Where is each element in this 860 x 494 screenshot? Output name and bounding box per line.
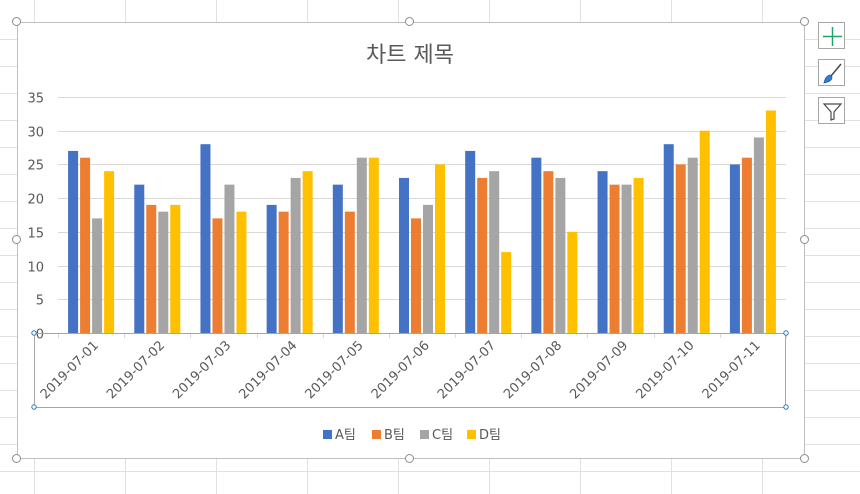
bar [597,171,608,333]
bar [236,211,247,333]
chart-styles-button[interactable] [818,59,845,86]
bar [435,164,445,333]
bar [170,204,181,333]
x-tick-label: 2019-07-03 [170,338,234,402]
resize-handle-top-right[interactable] [800,17,809,26]
bar [146,204,157,333]
bar [555,177,566,333]
x-tick-label: 2019-07-04 [236,338,300,402]
bar [753,137,764,333]
chart-filters-button[interactable] [818,97,845,124]
bar [344,211,355,333]
bar [224,184,235,333]
x-tick-label: 2019-07-07 [435,338,499,402]
x-tick-label: 2019-07-10 [634,338,698,402]
axis-selection-handle [783,330,789,336]
y-tick-label: 15 [27,227,44,242]
y-tick-label: 30 [27,126,44,141]
resize-handle-right[interactable] [800,235,809,244]
bar [675,164,686,333]
x-tick-label: 2019-07-06 [369,338,433,402]
bar [332,184,343,333]
bar [465,150,476,333]
bar [399,177,409,333]
y-tick-label: 10 [27,261,44,276]
filter-icon [822,103,843,121]
bar [212,218,223,333]
legend-label: B팀 [384,428,405,443]
bar [621,184,632,333]
bar [501,252,512,333]
bar [423,204,433,333]
x-tick-label: 2019-07-08 [501,338,565,402]
legend-label: C팀 [432,428,453,443]
bar [567,231,578,333]
bar [200,144,211,333]
legend: A팀 B팀 C팀 D팀 [323,428,501,443]
bar [368,157,379,333]
bar [92,218,103,333]
chart-title: 차트 제목 [366,43,454,68]
bar [765,110,776,333]
legend-swatch [467,430,476,439]
legend-swatch [323,430,332,439]
x-tick-label: 2019-07-11 [700,338,764,402]
brush-icon [823,63,842,84]
bar [543,171,554,333]
resize-handle-top[interactable] [405,17,414,26]
resize-handle-bottom[interactable] [405,454,414,463]
y-tick-label: 5 [36,294,44,309]
x-tick-label: 2019-07-01 [38,338,102,402]
axis-selection-handle [31,404,37,410]
bar [663,144,674,333]
bar [302,171,313,333]
y-tick-label: 20 [27,193,44,208]
bar [699,130,710,333]
bar [68,150,79,333]
bar [266,204,277,333]
bar [477,177,488,333]
legend-swatch [372,430,381,439]
bar [729,164,740,333]
legend-label: A팀 [335,428,356,443]
bar [609,184,620,333]
bar [411,218,421,333]
bar [489,171,500,333]
bar [134,184,145,333]
x-tick-label: 2019-07-05 [303,338,367,402]
legend-label: D팀 [479,428,501,443]
resize-handle-top-left[interactable] [12,17,21,26]
bar [356,157,367,333]
y-tick-label: 0 [36,328,44,343]
bar [687,157,698,333]
resize-handle-bottom-left[interactable] [12,454,21,463]
resize-handle-bottom-right[interactable] [800,454,809,463]
axis-selection-handle [31,330,37,336]
bar [741,157,752,333]
bar [531,157,542,333]
bar [80,157,91,333]
plus-icon [823,27,842,46]
x-tick-label: 2019-07-09 [567,338,631,402]
resize-handle-left[interactable] [12,235,21,244]
legend-swatch [420,430,429,439]
bar [633,177,644,333]
bar [104,171,115,333]
category-axis-selection [34,333,786,408]
x-tick-label: 2019-07-02 [104,338,168,402]
y-tick-label: 35 [27,92,44,107]
axis-selection-handle [783,404,789,410]
bar [290,177,301,333]
bar [158,211,169,333]
bar [278,211,289,333]
y-tick-label: 25 [27,159,44,174]
chart-elements-button[interactable] [818,22,845,49]
